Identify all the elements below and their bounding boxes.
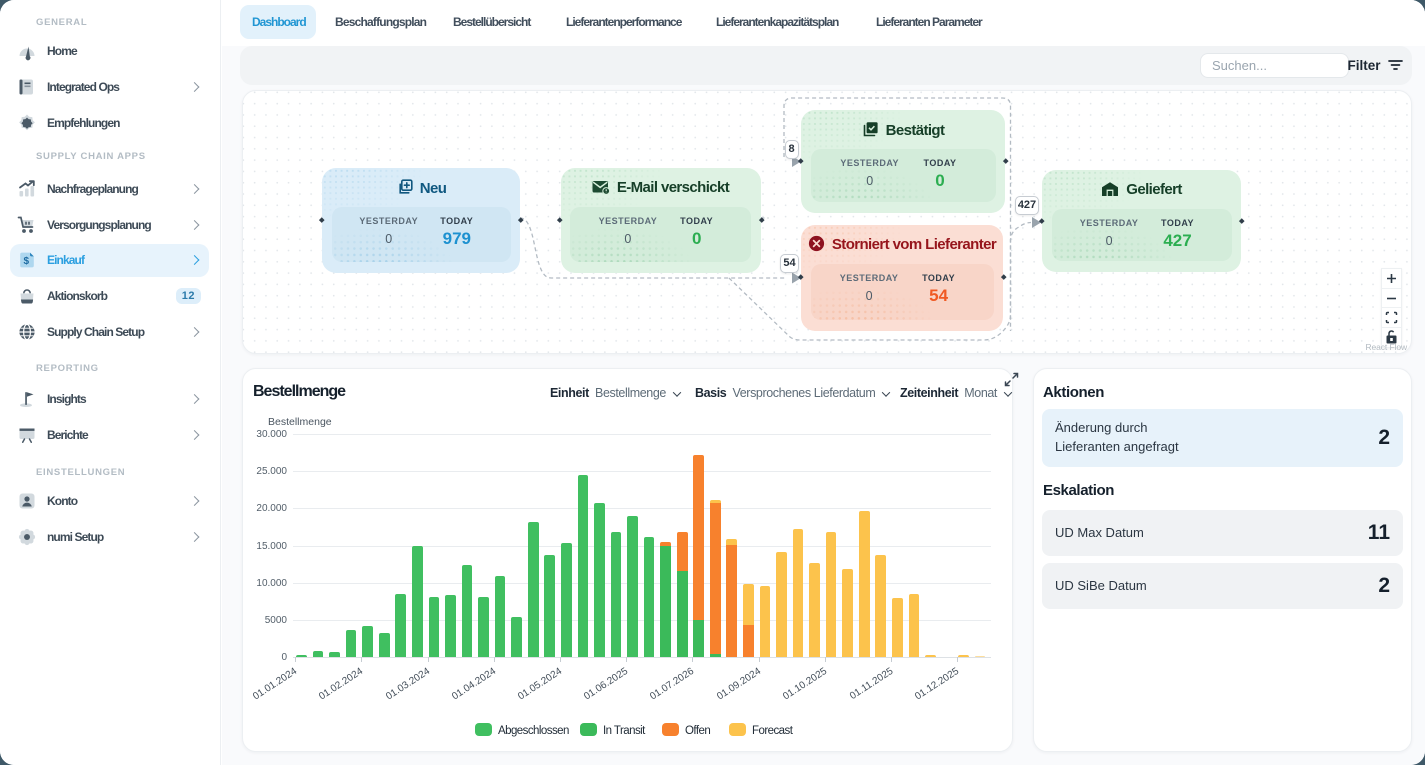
svg-text:$: $ bbox=[24, 256, 30, 267]
